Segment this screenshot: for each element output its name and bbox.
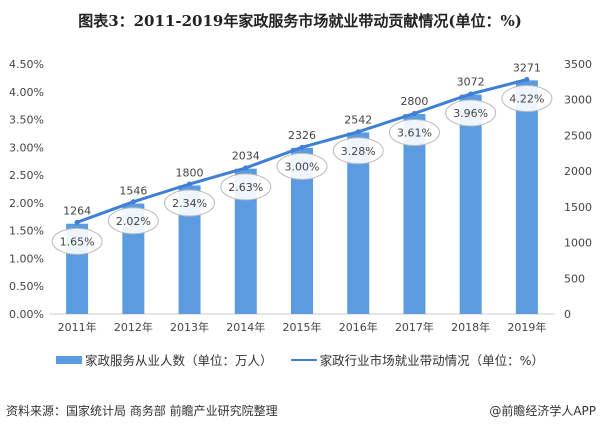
right-tick-label: 500 xyxy=(564,272,585,285)
left-tick-label: 1.50% xyxy=(9,225,44,238)
legend-item-bar: 家政服务从业人数（单位：万人） xyxy=(56,350,273,369)
left-tick-label: 3.50% xyxy=(9,114,44,127)
line-label-bubble xyxy=(445,99,497,127)
bar-value-label: 2800 xyxy=(400,95,428,108)
left-tick-label: 0.00% xyxy=(9,308,44,321)
x-tick-label: 2012年 xyxy=(114,320,153,334)
left-tick-label: 2.50% xyxy=(9,169,44,182)
right-tick-label: 1500 xyxy=(564,201,592,214)
legend-item-line: 家政行业市场就业带动情况（单位：%） xyxy=(290,350,544,369)
x-tick-label: 2014年 xyxy=(226,320,265,334)
right-tick-label: 2500 xyxy=(564,129,592,142)
credit-note: @前瞻经济学人APP xyxy=(489,404,596,418)
bar-value-label: 3072 xyxy=(457,76,485,89)
line-value-label: 3.96% xyxy=(453,107,488,120)
legend-label-line: 家政行业市场就业带动情况（单位：%） xyxy=(319,353,544,368)
bar-value-label: 1264 xyxy=(63,205,91,218)
line-value-label: 3.61% xyxy=(397,126,432,139)
bar xyxy=(178,185,201,314)
left-tick-label: 2.00% xyxy=(9,197,44,210)
bar-value-label: 1800 xyxy=(176,166,204,179)
left-tick-label: 1.00% xyxy=(9,252,44,265)
left-tick-label: 4.00% xyxy=(9,86,44,99)
line-point xyxy=(411,110,417,116)
legend: 家政服务从业人数（单位：万人） 家政行业市场就业带动情况（单位：%） xyxy=(0,350,600,369)
line-value-label: 3.28% xyxy=(341,145,376,158)
right-tick-label: 3000 xyxy=(564,94,592,107)
bar-value-label: 2542 xyxy=(344,113,372,126)
legend-swatch-line xyxy=(290,358,317,361)
line-point xyxy=(243,165,249,171)
line-label-bubble xyxy=(388,118,440,146)
x-tick-label: 2016年 xyxy=(339,320,378,334)
legend-swatch-bar xyxy=(56,355,83,364)
right-tick-label: 0 xyxy=(564,308,571,321)
bar xyxy=(403,114,426,314)
legend-label-bar: 家政服务从业人数（单位：万人） xyxy=(85,353,273,368)
line-label-bubble xyxy=(107,207,159,235)
chart-title: 图表3：2011-2019年家政服务市场就业带动贡献情况(单位：%) xyxy=(78,12,522,30)
source-note: 资料来源：国家统计局 商务部 前瞻产业研究院整理 xyxy=(6,404,278,418)
bar xyxy=(515,80,538,314)
x-tick-label: 2013年 xyxy=(170,320,209,334)
line-point xyxy=(130,199,136,205)
left-tick-label: 3.00% xyxy=(9,141,44,154)
x-tick-label: 2015年 xyxy=(283,320,322,334)
right-tick-label: 3500 xyxy=(564,58,592,71)
line-value-label: 2.63% xyxy=(228,181,263,194)
x-tick-label: 2018年 xyxy=(451,320,490,334)
bar xyxy=(347,132,370,314)
bar-value-label: 3271 xyxy=(513,61,541,74)
line-value-label: 4.22% xyxy=(509,93,544,106)
line-label-bubble xyxy=(276,152,328,180)
line-label-bubble xyxy=(164,189,216,217)
bar-value-label: 1546 xyxy=(119,185,147,198)
bar-value-label: 2034 xyxy=(232,150,260,163)
right-tick-label: 2000 xyxy=(564,165,592,178)
line-value-label: 2.02% xyxy=(116,215,151,228)
line-point xyxy=(74,219,80,225)
left-tick-label: 4.50% xyxy=(9,58,44,71)
bar xyxy=(291,147,313,314)
line-label-bubble xyxy=(51,227,103,255)
line-label-bubble xyxy=(501,85,553,113)
left-tick-label: 0.50% xyxy=(9,280,44,293)
bar xyxy=(234,168,257,314)
line-label-bubble xyxy=(220,173,272,201)
x-tick-label: 2011年 xyxy=(58,320,97,334)
line-label-bubble xyxy=(332,137,384,165)
line-point xyxy=(187,181,193,187)
bar-value-label: 2326 xyxy=(288,129,316,142)
line-point xyxy=(355,129,361,135)
line-value-label: 2.34% xyxy=(172,197,207,210)
x-tick-label: 2017年 xyxy=(395,320,434,334)
line-point xyxy=(524,77,530,83)
line-point xyxy=(468,91,474,97)
line-value-label: 1.65% xyxy=(60,235,95,248)
right-tick-label: 1000 xyxy=(564,237,592,250)
bar xyxy=(459,94,482,314)
x-tick-label: 2019年 xyxy=(507,320,546,334)
line-point xyxy=(299,144,305,150)
line-value-label: 3.00% xyxy=(285,160,320,173)
